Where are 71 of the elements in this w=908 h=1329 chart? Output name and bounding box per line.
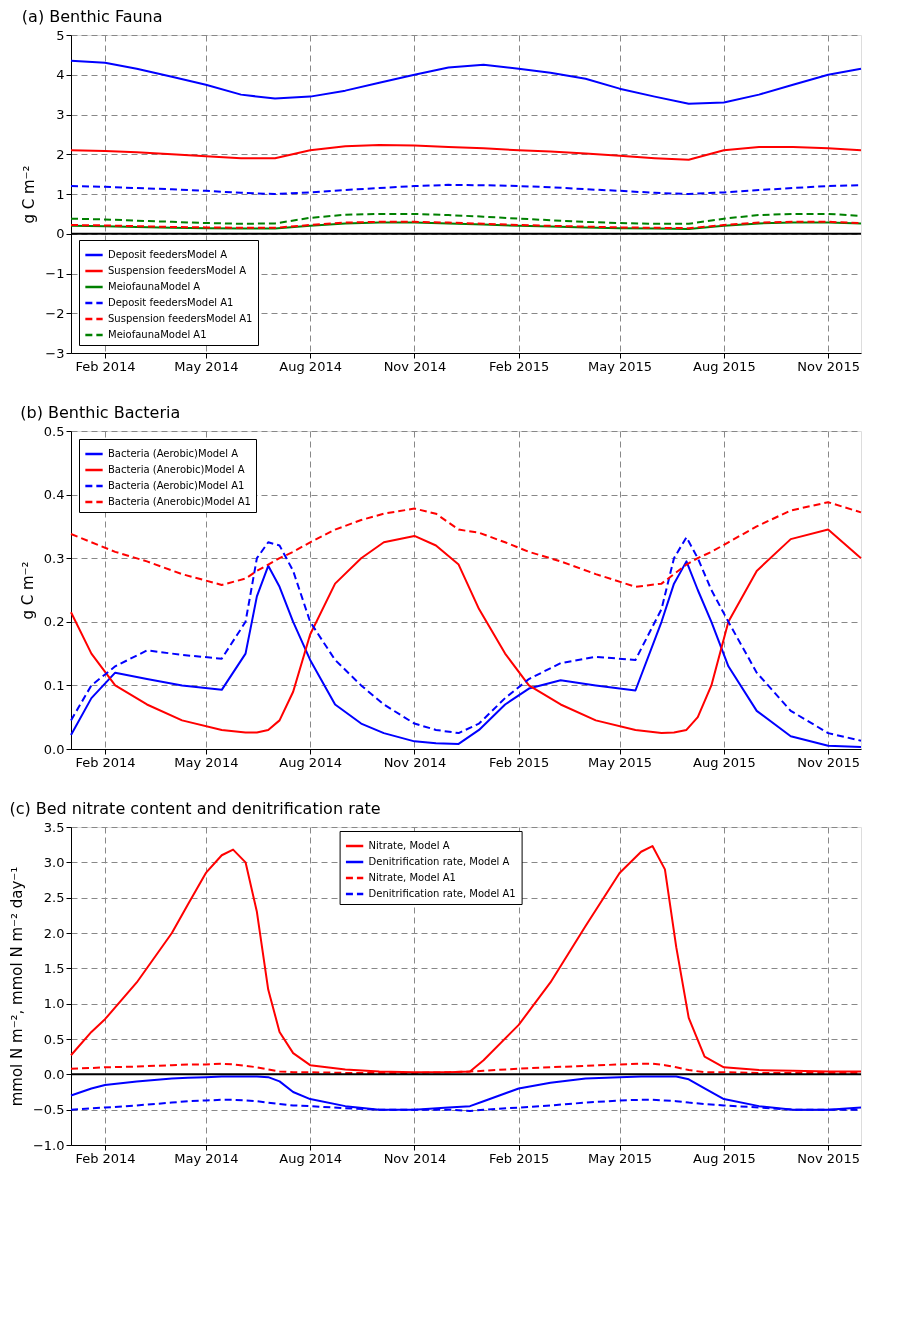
y-tick-label: 2.5 <box>43 890 65 906</box>
y-tick-label: 0.4 <box>43 487 65 503</box>
legend-label: Suspension feedersModel A <box>108 265 247 276</box>
legend-label: Deposit feedersModel A1 <box>108 297 234 308</box>
legend-label: MeiofaunaModel A1 <box>108 329 207 340</box>
x-tick-label: Aug 2015 <box>693 1150 756 1166</box>
y-axis-title: g C m⁻² <box>18 561 37 620</box>
legend-label: Bacteria (Aerobic)Model A <box>108 448 239 459</box>
y-tick-label: 1.5 <box>43 960 65 976</box>
legend-label: Nitrate, Model A <box>368 840 450 851</box>
y-tick-label: 0.3 <box>43 550 65 566</box>
x-tick-label: Nov 2015 <box>797 1150 860 1166</box>
y-tick-label: 3 <box>56 107 65 122</box>
legend-label: MeiofaunaModel A <box>108 281 201 292</box>
x-tick-label: Nov 2014 <box>383 358 447 374</box>
y-tick-label: 1.0 <box>43 996 65 1012</box>
y-tick-label: 2.0 <box>43 925 65 941</box>
y-axis-title: g C m⁻² <box>20 165 39 224</box>
legend-label: Nitrate, Model A1 <box>368 872 456 883</box>
legend-label: Bacteria (Aerobic)Model A1 <box>108 480 245 491</box>
y-tick-label: 1 <box>56 186 65 202</box>
x-tick-label: May 2014 <box>174 358 239 374</box>
y-tick-label: −1.0 <box>32 1137 65 1153</box>
x-tick-label: Feb 2014 <box>75 754 136 770</box>
x-tick-label: May 2015 <box>588 358 653 374</box>
line-series <box>70 59 862 105</box>
y-tick-label: 0.5 <box>43 1031 65 1047</box>
x-tick-label: Aug 2014 <box>279 1150 342 1166</box>
x-tick-label: May 2014 <box>174 754 239 770</box>
x-tick-label: Feb 2015 <box>489 754 550 770</box>
x-tick-label: May 2015 <box>588 754 653 770</box>
x-tick-label: May 2014 <box>174 1150 239 1166</box>
y-tick-label: −1 <box>45 266 65 281</box>
line-series <box>70 144 862 161</box>
x-tick-label: Feb 2014 <box>75 358 136 374</box>
x-tick-label: Feb 2015 <box>489 358 550 374</box>
legend-label: Bacteria (Anerobic)Model A <box>108 464 245 475</box>
y-tick-label: 3.5 <box>43 819 65 835</box>
chart-title: (c) Bed nitrate content and denitrification rate <box>9 799 381 818</box>
legend-label: Bacteria (Anerobic)Model A1 <box>108 496 251 507</box>
y-tick-label: 0.0 <box>43 741 65 757</box>
x-tick-label: Aug 2015 <box>693 754 756 770</box>
x-tick-label: May 2015 <box>588 1150 653 1166</box>
chart-title: (b) Benthic Bacteria <box>20 403 181 422</box>
y-tick-label: 0.1 <box>43 677 65 693</box>
y-tick-label: 2 <box>56 146 65 162</box>
x-tick-label: Nov 2015 <box>797 358 860 374</box>
x-tick-label: Nov 2014 <box>383 1150 447 1166</box>
y-tick-label: −3 <box>45 345 65 361</box>
x-tick-label: Nov 2015 <box>797 754 860 770</box>
x-tick-label: Aug 2014 <box>279 754 342 770</box>
y-tick-label: 5 <box>56 27 65 43</box>
x-tick-label: Aug 2014 <box>279 358 342 374</box>
y-tick-label: −2 <box>45 305 65 321</box>
y-tick-label: 0.2 <box>43 614 65 630</box>
y-tick-label: 3.0 <box>43 854 65 870</box>
legend-label: Denitrification rate, Model A1 <box>368 888 516 899</box>
x-tick-label: Feb 2014 <box>75 1150 136 1166</box>
y-tick-label: 0 <box>56 226 65 242</box>
y-tick-label: −0.5 <box>32 1102 65 1118</box>
y-axis-title: mmol N m⁻², mmol N m⁻² day⁻¹ <box>7 866 26 1107</box>
x-tick-label: Feb 2015 <box>489 1150 550 1166</box>
legend-label: Suspension feedersModel A1 <box>108 313 253 324</box>
legend-label: Denitrification rate, Model A <box>368 856 510 867</box>
legend-label: Deposit feedersModel A <box>108 249 228 260</box>
y-tick-label: 0.5 <box>43 423 65 439</box>
x-tick-label: Aug 2015 <box>693 358 756 374</box>
y-tick-label: 0.0 <box>43 1066 65 1082</box>
y-tick-label: 4 <box>56 67 65 83</box>
chart-title: (a) Benthic Fauna <box>21 7 163 26</box>
x-tick-label: Nov 2014 <box>383 754 447 770</box>
